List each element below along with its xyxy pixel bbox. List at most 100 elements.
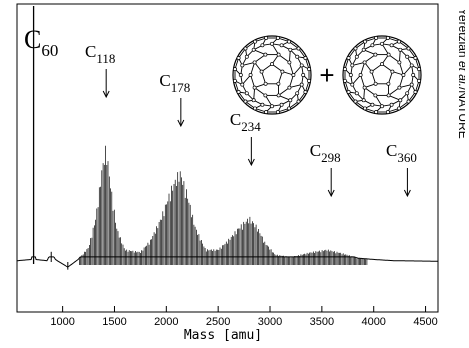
cage-atom xyxy=(353,99,358,104)
x-tick-label: 3000 xyxy=(258,316,282,328)
fullerene-molecule-left xyxy=(232,35,312,115)
cage-atom xyxy=(397,85,402,90)
cage-atom xyxy=(343,67,347,72)
c60-label: C60 xyxy=(24,25,58,60)
cage-bond xyxy=(288,41,299,49)
cage-bond xyxy=(371,63,383,72)
cage-bond xyxy=(293,65,303,76)
cage-atom xyxy=(362,85,367,90)
cage-atom xyxy=(260,43,265,48)
cage-atom xyxy=(385,36,390,40)
cage-atom xyxy=(350,63,355,68)
cage-atom xyxy=(417,78,421,83)
cage-bond xyxy=(408,48,416,59)
x-axis-tick-labels: 1000 1500 2000 2500 3000 3500 4000 4500 xyxy=(50,316,437,328)
cage-bond xyxy=(364,54,376,63)
x-tick-label: 1000 xyxy=(50,316,74,328)
peak-arrowhead xyxy=(177,119,185,128)
credit-text-after: /NATURE xyxy=(456,87,465,139)
spectrum-lines xyxy=(32,6,368,270)
cage-atom xyxy=(362,60,367,65)
cage-atom xyxy=(243,99,248,104)
cage-bond xyxy=(253,87,256,101)
cage-bond xyxy=(355,41,366,49)
cage-bond xyxy=(253,49,266,56)
cage-bond xyxy=(278,94,291,101)
cage-atom xyxy=(270,62,274,67)
cage-bond xyxy=(288,49,291,63)
cage-atom xyxy=(279,102,284,107)
cage-atom xyxy=(386,81,391,86)
x-tick-label: 2500 xyxy=(206,316,230,328)
cage-atom xyxy=(275,36,280,40)
cage-bond xyxy=(254,54,266,63)
cage-atom xyxy=(301,73,306,77)
cage-atom xyxy=(233,67,237,72)
cage-atom xyxy=(236,56,241,60)
cage-bond xyxy=(250,74,256,88)
peak-arrowhead xyxy=(327,189,335,198)
cage-bond xyxy=(254,87,266,96)
cage-atom xyxy=(348,73,353,77)
cage-atom xyxy=(244,54,249,59)
cage-atom xyxy=(307,67,311,72)
cage-bond xyxy=(388,87,400,96)
cage-atom xyxy=(276,81,281,86)
mass-spectrum-chart: 1000 1500 2000 2500 3000 3500 4000 4500 C60 C11… xyxy=(16,3,439,343)
cage-atom xyxy=(264,36,269,40)
cage-atom xyxy=(370,102,375,107)
cage-bond xyxy=(388,94,401,101)
cage-outline xyxy=(342,35,422,115)
cage-atom xyxy=(307,78,311,83)
cage-bond xyxy=(288,62,294,76)
cage-bond xyxy=(241,74,251,85)
peak-label: C360 xyxy=(386,141,417,165)
cage-atom xyxy=(385,110,390,114)
cage-bond xyxy=(298,48,306,59)
cage-atom xyxy=(253,39,257,44)
cage-atom xyxy=(413,90,418,94)
cage-atom xyxy=(386,52,391,57)
cage-bond xyxy=(360,62,366,76)
peak-label: C178 xyxy=(159,71,190,95)
cage-atom xyxy=(401,73,406,77)
cage-atom xyxy=(363,106,367,111)
side-credit: Yeretzian et al./NATURE xyxy=(445,8,469,328)
cage-atom xyxy=(276,52,281,57)
cage-bond xyxy=(250,62,256,76)
cage-atom xyxy=(240,63,245,68)
cage-bond xyxy=(360,74,366,88)
cage-bond xyxy=(399,84,412,89)
cage-atom xyxy=(251,98,256,103)
cage-atom xyxy=(397,39,401,44)
fullerene-molecule-right xyxy=(342,35,422,115)
cage-atom xyxy=(252,85,257,90)
cage-atom xyxy=(370,43,375,48)
svg-text:Yeretzian et al./NATURE: Yeretzian et al./NATURE xyxy=(456,8,465,139)
cage-atom xyxy=(417,67,421,72)
cage-atom xyxy=(276,93,281,98)
cage-atom xyxy=(288,98,293,103)
cage-atom xyxy=(253,106,257,111)
peak-label: C234 xyxy=(230,110,261,134)
peak-labels: C118 C178 C234 C298 C360 xyxy=(85,42,417,198)
cage-atom xyxy=(354,54,359,59)
cage-bond xyxy=(355,101,366,109)
cage-atom xyxy=(353,46,358,51)
peak-arrowhead xyxy=(403,189,411,198)
cage-bond xyxy=(398,49,401,63)
cage-atom xyxy=(263,52,268,57)
peak-label: C118 xyxy=(85,42,115,66)
credit-text-before: Yeretzian xyxy=(456,8,465,61)
x-axis-ticks xyxy=(62,306,427,312)
cage-atom xyxy=(303,90,308,94)
cage-atom xyxy=(288,47,293,52)
cage-atom xyxy=(296,46,301,51)
cage-bond xyxy=(277,71,283,84)
cage-atom xyxy=(373,81,378,86)
cage-atom xyxy=(380,62,384,67)
cage-bond xyxy=(261,63,273,72)
cage-atom xyxy=(369,69,374,74)
cage-atom xyxy=(263,93,268,98)
cage-bond xyxy=(388,54,400,63)
